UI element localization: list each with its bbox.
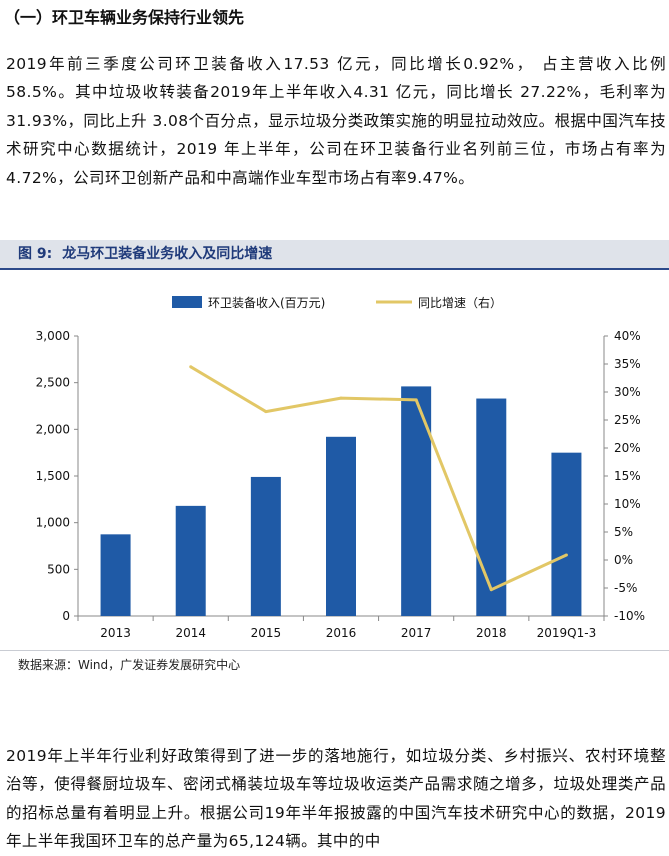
bar-2014 xyxy=(175,505,206,616)
right-tick-label: 40% xyxy=(614,329,641,343)
bar-2019Q1-3 xyxy=(551,452,582,616)
bar-2016 xyxy=(326,436,356,616)
legend-line-label: 同比增速（右） xyxy=(418,295,502,310)
legend-bar-label: 环卫装备收入(百万元) xyxy=(208,296,325,310)
growth-point-2016 xyxy=(339,396,343,400)
bar-2018 xyxy=(476,398,507,616)
right-tick-label: 35% xyxy=(614,357,641,371)
left-tick-label: 1,000 xyxy=(36,516,70,530)
bar-2013 xyxy=(100,534,131,616)
legend-bar-swatch xyxy=(172,296,202,308)
right-tick-label: 25% xyxy=(614,413,641,427)
right-tick-label: 20% xyxy=(614,441,641,455)
source-divider xyxy=(0,650,669,651)
left-tick-label: 1,500 xyxy=(36,469,70,483)
x-tick-label: 2015 xyxy=(251,626,282,640)
right-tick-label: 10% xyxy=(614,497,641,511)
x-tick-label: 2013 xyxy=(100,626,131,640)
x-tick-label: 2014 xyxy=(175,626,206,640)
figure-title: 龙马环卫装备业务收入及同比增速 xyxy=(62,246,273,262)
x-tick-label: 2019Q1-3 xyxy=(537,626,597,640)
right-tick-label: -5% xyxy=(614,581,637,595)
right-tick-label: 30% xyxy=(614,385,641,399)
figure-label: 图 9: xyxy=(18,246,53,262)
left-tick-label: 2,500 xyxy=(36,376,70,390)
data-source: 数据来源：Wind，广发证券发展研究中心 xyxy=(18,658,241,672)
x-tick-label: 2017 xyxy=(401,626,432,640)
left-tick-label: 0 xyxy=(62,609,70,623)
left-tick-label: 500 xyxy=(47,562,70,576)
bar-2017 xyxy=(401,386,432,616)
left-tick-label: 2,000 xyxy=(36,422,70,436)
left-tick-label: 3,000 xyxy=(36,329,70,343)
right-tick-label: 5% xyxy=(614,525,633,539)
growth-line xyxy=(189,365,568,592)
revenue-growth-chart: 0 500 1,000 1,500 2,000 2,500 3,000 -10% -5% 0% 5%… xyxy=(36,295,645,640)
paragraph-2: 2019年上半年行业利好政策得到了进一步的落地施行，如垃圾分类、乡村振兴、农村环… xyxy=(6,747,666,851)
growth-point-2017 xyxy=(414,398,418,402)
growth-point-2019Q1-3 xyxy=(564,553,568,557)
section-title: （一）环卫车辆业务保持行业领先 xyxy=(4,8,245,27)
right-tick-label: -10% xyxy=(614,609,645,623)
growth-point-2018 xyxy=(489,588,493,592)
right-tick-label: 15% xyxy=(614,469,641,483)
x-tick-label: 2016 xyxy=(326,626,357,640)
growth-point-2014 xyxy=(189,365,193,369)
right-tick-label: 0% xyxy=(614,553,633,567)
bar-2015 xyxy=(250,476,281,616)
paragraph-1: 2019年前三季度公司环卫装备收入17.53 亿元，同比增长0.92%， 占主营… xyxy=(6,55,666,187)
x-tick-label: 2018 xyxy=(476,626,507,640)
growth-point-2015 xyxy=(264,410,268,414)
figure-title-bar: 图 9: 龙马环卫装备业务收入及同比增速 xyxy=(0,240,669,270)
